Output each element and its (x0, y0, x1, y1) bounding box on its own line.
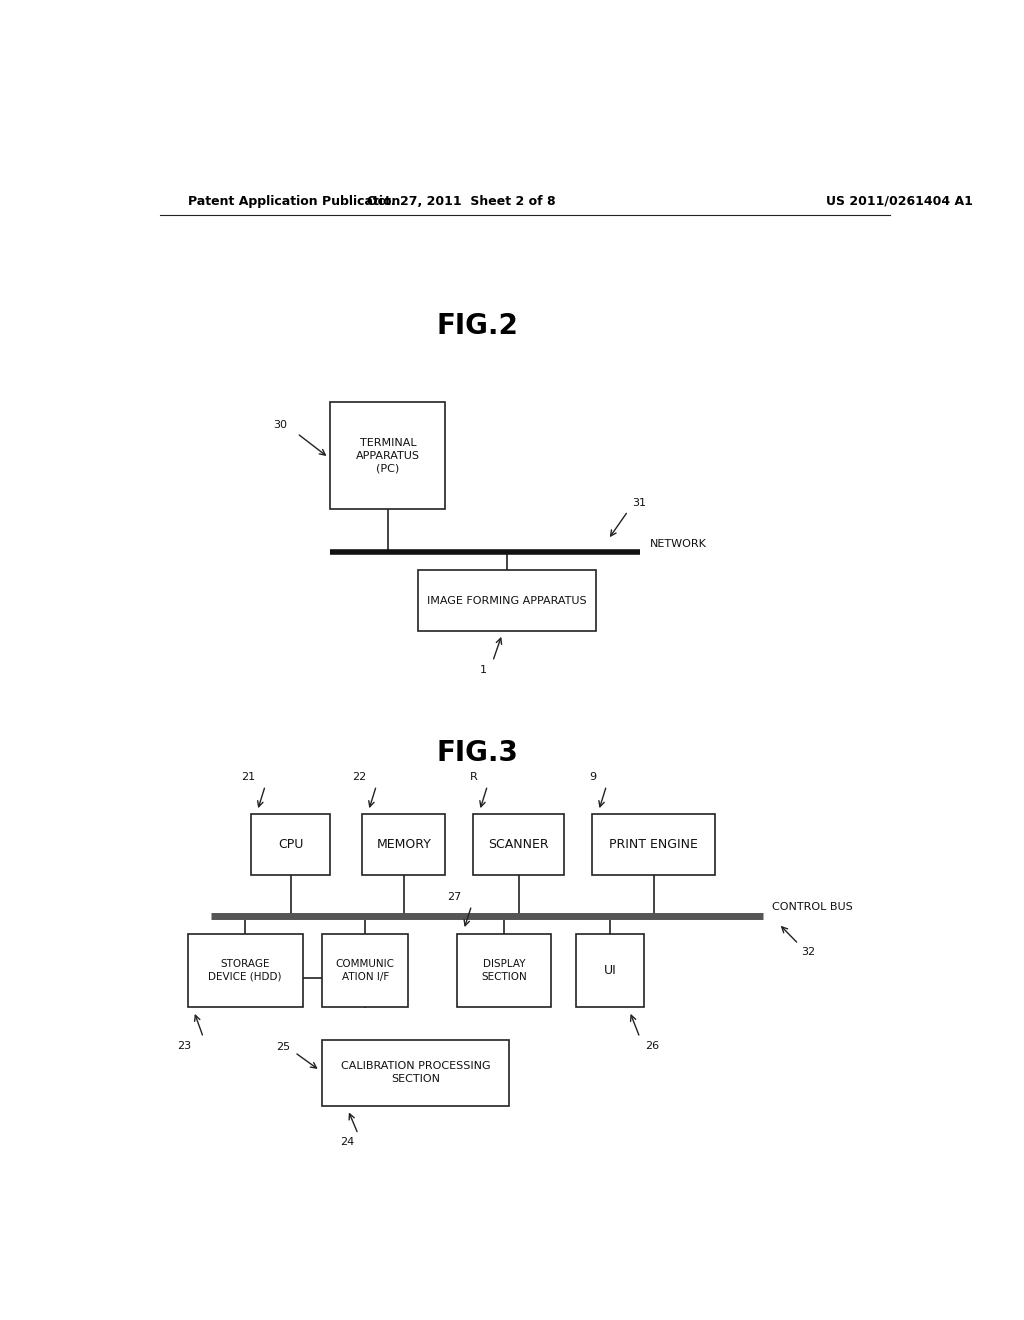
Bar (251, 814, 331, 875)
Bar (592, 814, 715, 875)
Text: CONTROL BUS: CONTROL BUS (772, 903, 853, 912)
Text: NETWORK: NETWORK (649, 539, 707, 549)
Text: DISPLAY
SECTION: DISPLAY SECTION (481, 960, 527, 982)
Text: FIG.3: FIG.3 (436, 739, 518, 767)
Text: 24: 24 (340, 1138, 354, 1147)
Bar (362, 814, 445, 875)
Text: UI: UI (604, 964, 616, 977)
Text: IMAGE FORMING APPARATUS: IMAGE FORMING APPARATUS (427, 595, 587, 606)
Text: 30: 30 (272, 420, 287, 430)
Text: FIG.2: FIG.2 (436, 312, 518, 341)
Text: 21: 21 (241, 772, 255, 783)
Text: Patent Application Publication: Patent Application Publication (187, 194, 400, 207)
Bar (473, 814, 564, 875)
Text: R: R (469, 772, 477, 783)
Text: 26: 26 (645, 1040, 659, 1051)
Text: US 2011/0261404 A1: US 2011/0261404 A1 (826, 194, 973, 207)
Text: STORAGE
DEVICE (HDD): STORAGE DEVICE (HDD) (208, 960, 282, 982)
Text: 31: 31 (632, 498, 646, 508)
Text: MEMORY: MEMORY (377, 838, 431, 851)
Bar (418, 570, 596, 631)
Text: 32: 32 (801, 948, 815, 957)
Text: 1: 1 (480, 665, 487, 675)
Bar (323, 1040, 509, 1106)
Text: 27: 27 (447, 892, 461, 903)
Bar (458, 935, 551, 1007)
Bar (323, 935, 409, 1007)
Text: 9: 9 (589, 772, 596, 783)
Text: COMMUNIC
ATION I/F: COMMUNIC ATION I/F (336, 960, 395, 982)
Text: 25: 25 (276, 1043, 291, 1052)
Bar (577, 935, 644, 1007)
Text: Oct. 27, 2011  Sheet 2 of 8: Oct. 27, 2011 Sheet 2 of 8 (367, 194, 556, 207)
Text: SCANNER: SCANNER (488, 838, 549, 851)
Text: 22: 22 (352, 772, 367, 783)
Text: TERMINAL
APPARATUS
(PC): TERMINAL APPARATUS (PC) (356, 438, 420, 473)
Bar (187, 935, 303, 1007)
Text: PRINT ENGINE: PRINT ENGINE (609, 838, 698, 851)
Text: 23: 23 (177, 1040, 191, 1051)
Bar (331, 403, 445, 510)
Text: CPU: CPU (278, 838, 303, 851)
Text: CALIBRATION PROCESSING
SECTION: CALIBRATION PROCESSING SECTION (341, 1061, 490, 1084)
